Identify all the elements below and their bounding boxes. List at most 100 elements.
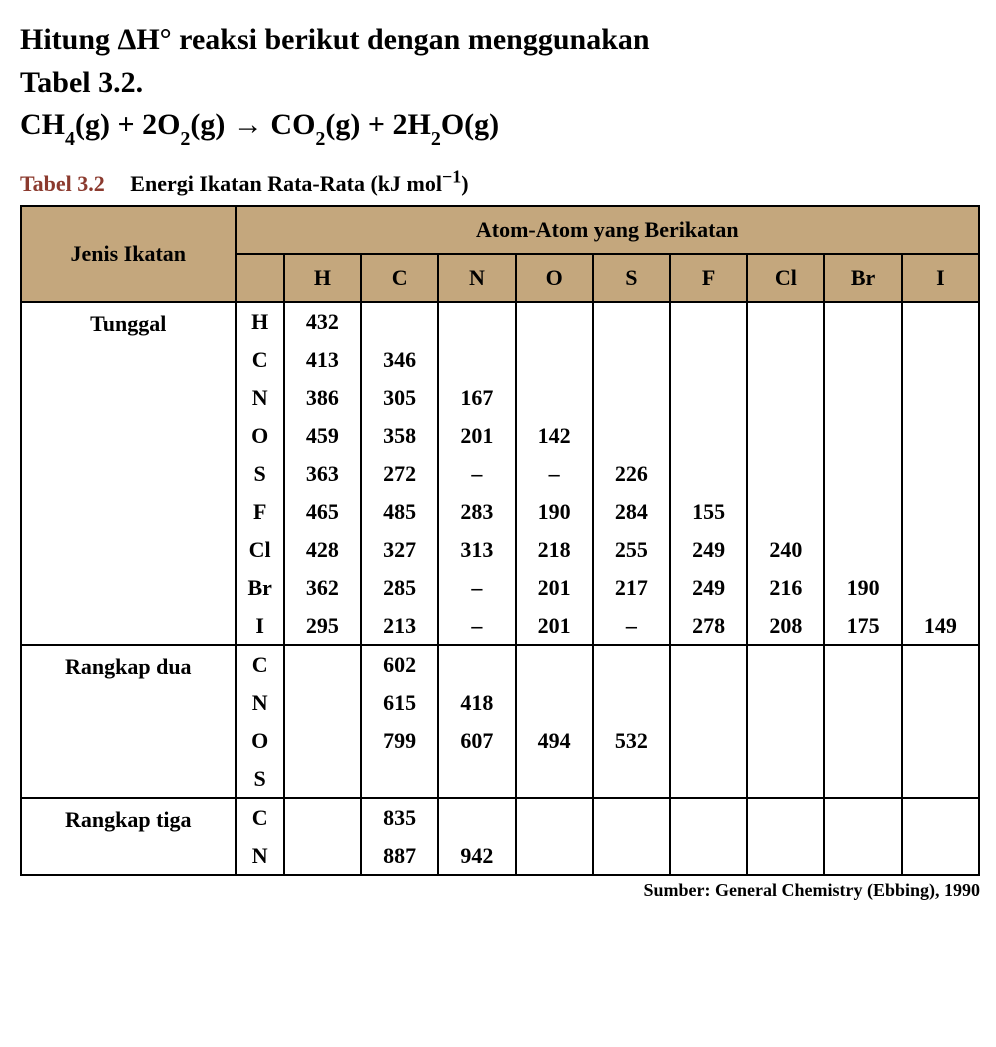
- value-cell: [824, 684, 901, 722]
- table-row: F465485283190284155: [21, 493, 979, 531]
- row-atom-label: C: [236, 341, 284, 379]
- value-cell: [516, 645, 593, 684]
- value-cell: [747, 417, 824, 455]
- th-jenis-ikatan: Jenis Ikatan: [21, 206, 236, 302]
- value-cell: [747, 493, 824, 531]
- table-row: O799607494532: [21, 722, 979, 760]
- value-cell: [593, 760, 670, 798]
- value-cell: 249: [670, 531, 747, 569]
- value-cell: [747, 302, 824, 341]
- table-row: Rangkap tigaC835: [21, 798, 979, 837]
- value-cell: [516, 684, 593, 722]
- value-cell: [670, 722, 747, 760]
- value-cell: [902, 417, 979, 455]
- value-cell: 418: [438, 684, 515, 722]
- value-cell: [747, 341, 824, 379]
- row-atom-label: N: [236, 379, 284, 417]
- value-cell: [824, 341, 901, 379]
- value-cell: –: [438, 607, 515, 645]
- table-row: Rangkap duaC602: [21, 645, 979, 684]
- value-cell: 149: [902, 607, 979, 645]
- value-cell: [902, 760, 979, 798]
- value-cell: [670, 455, 747, 493]
- value-cell: [902, 455, 979, 493]
- value-cell: [593, 341, 670, 379]
- th-H: H: [284, 254, 361, 302]
- value-cell: [284, 722, 361, 760]
- row-atom-label: H: [236, 302, 284, 341]
- delta-symbol: Δ: [118, 23, 137, 56]
- group-label-cell: Tunggal: [21, 302, 236, 341]
- value-cell: [284, 760, 361, 798]
- value-cell: 887: [361, 837, 438, 875]
- value-cell: 485: [361, 493, 438, 531]
- row-atom-label: Br: [236, 569, 284, 607]
- value-cell: [902, 531, 979, 569]
- group-label-cell: [21, 607, 236, 645]
- value-cell: [670, 798, 747, 837]
- value-cell: [747, 379, 824, 417]
- table-row: N615418: [21, 684, 979, 722]
- value-cell: [361, 760, 438, 798]
- row-atom-label: S: [236, 455, 284, 493]
- th-Br: Br: [824, 254, 901, 302]
- group-label-cell: Rangkap dua: [21, 645, 236, 684]
- table-row: Cl428327313218255249240: [21, 531, 979, 569]
- value-cell: [670, 837, 747, 875]
- value-cell: [516, 798, 593, 837]
- value-cell: [670, 341, 747, 379]
- value-cell: 208: [747, 607, 824, 645]
- value-cell: 602: [361, 645, 438, 684]
- title-line-2: Tabel 3.2.: [20, 63, 976, 102]
- value-cell: 284: [593, 493, 670, 531]
- value-cell: 413: [284, 341, 361, 379]
- value-cell: [670, 379, 747, 417]
- value-cell: [670, 417, 747, 455]
- value-cell: [438, 760, 515, 798]
- table-number: Tabel 3.2: [20, 171, 105, 196]
- value-cell: [824, 417, 901, 455]
- bond-energy-table: Jenis Ikatan Atom-Atom yang Berikatan H …: [20, 205, 980, 876]
- value-cell: 432: [284, 302, 361, 341]
- value-cell: [824, 798, 901, 837]
- row-atom-label: I: [236, 607, 284, 645]
- value-cell: [824, 837, 901, 875]
- th-F: F: [670, 254, 747, 302]
- value-cell: 285: [361, 569, 438, 607]
- table-caption-text: Energi Ikatan Rata-Rata (kJ mol−1): [130, 171, 468, 196]
- value-cell: [284, 798, 361, 837]
- value-cell: [902, 341, 979, 379]
- value-cell: [902, 493, 979, 531]
- value-cell: [747, 722, 824, 760]
- table-row: N386305167: [21, 379, 979, 417]
- value-cell: [593, 837, 670, 875]
- row-atom-label: C: [236, 798, 284, 837]
- value-cell: 272: [361, 455, 438, 493]
- value-cell: 278: [670, 607, 747, 645]
- value-cell: [747, 684, 824, 722]
- value-cell: [824, 645, 901, 684]
- value-cell: 213: [361, 607, 438, 645]
- value-cell: [824, 722, 901, 760]
- group-label-cell: [21, 569, 236, 607]
- row-atom-label: F: [236, 493, 284, 531]
- th-N: N: [438, 254, 515, 302]
- value-cell: [284, 645, 361, 684]
- row-atom-label: S: [236, 760, 284, 798]
- value-cell: [670, 302, 747, 341]
- value-cell: [824, 302, 901, 341]
- th-I: I: [902, 254, 979, 302]
- value-cell: 465: [284, 493, 361, 531]
- value-cell: 835: [361, 798, 438, 837]
- value-cell: 167: [438, 379, 515, 417]
- value-cell: 142: [516, 417, 593, 455]
- value-cell: 346: [361, 341, 438, 379]
- value-cell: 615: [361, 684, 438, 722]
- value-cell: [670, 760, 747, 798]
- value-cell: 362: [284, 569, 361, 607]
- value-cell: [902, 302, 979, 341]
- value-cell: 201: [516, 607, 593, 645]
- value-cell: [438, 645, 515, 684]
- value-cell: [824, 455, 901, 493]
- value-cell: [902, 379, 979, 417]
